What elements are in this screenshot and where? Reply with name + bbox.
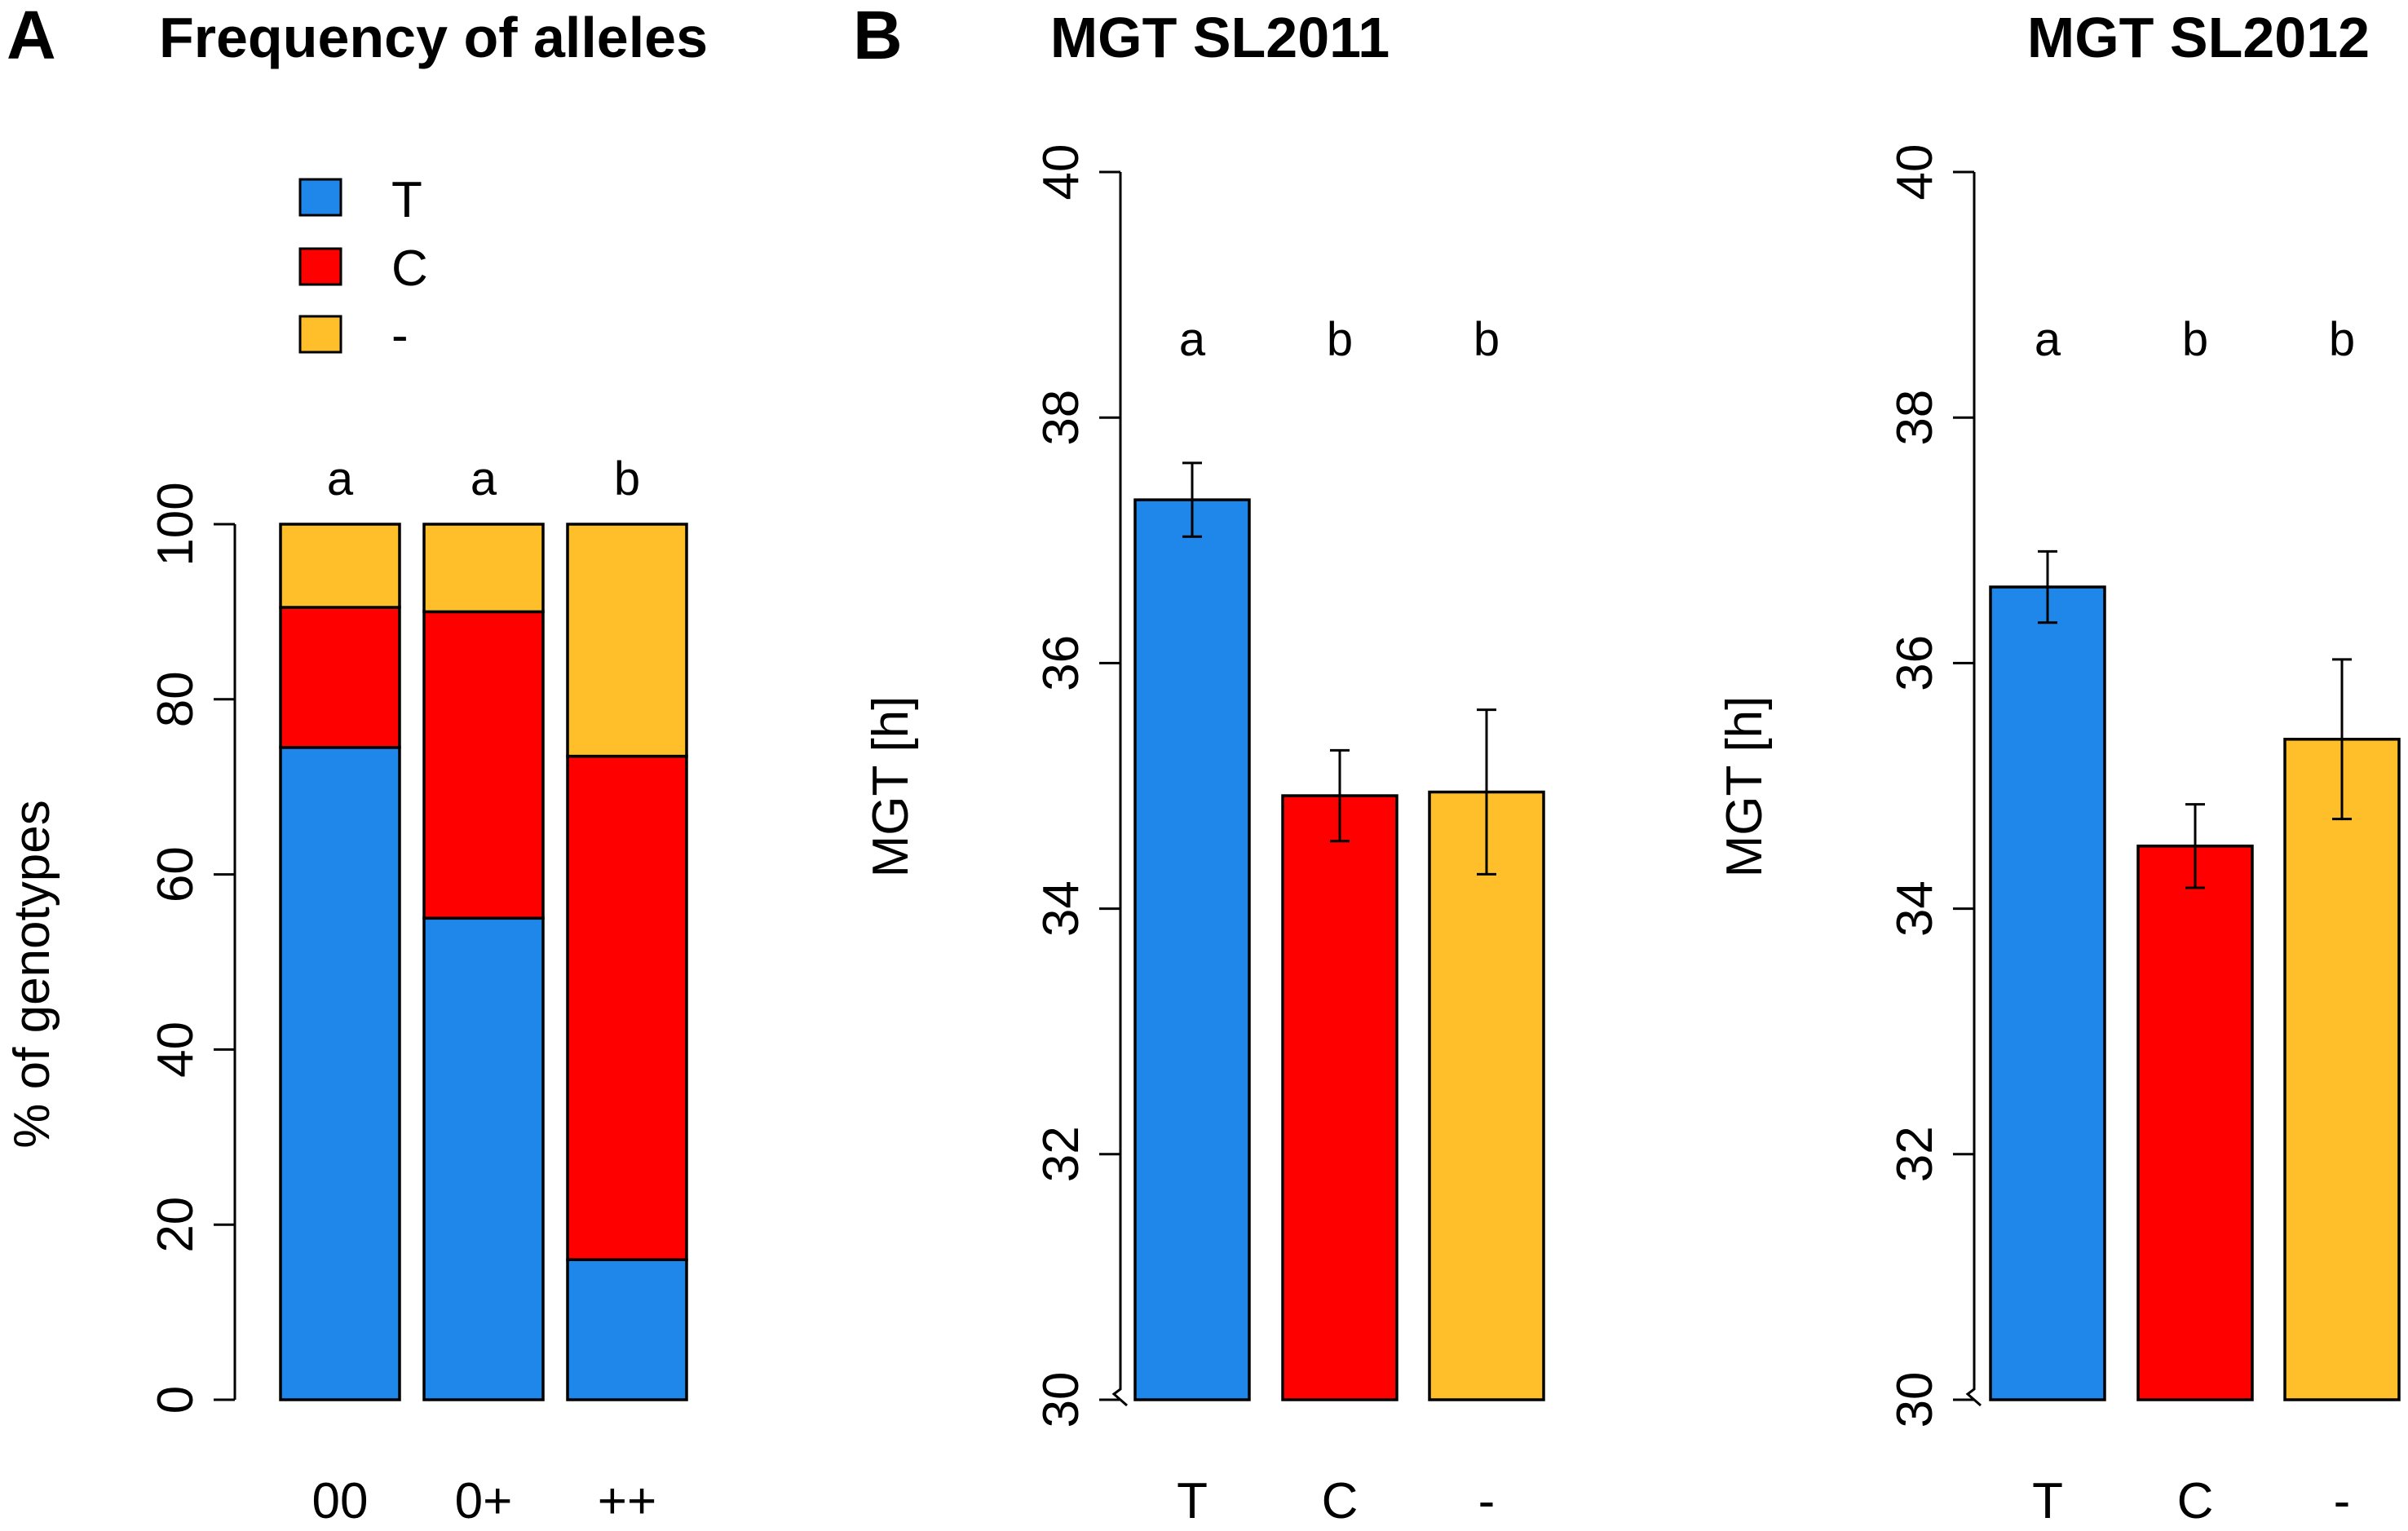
- chart-title-sl2012: MGT SL2012: [2027, 6, 2370, 69]
- y-tick-label: 38: [1887, 390, 1943, 446]
- significance-label: b: [614, 452, 640, 505]
- bar-segment-0+--: [422, 523, 545, 614]
- panel-a: A Frequency of alleles T C - 0 20 40 60 80 10…: [4, 0, 708, 1529]
- x-tick-label: C: [2177, 1473, 2214, 1529]
- x-tick-label: 00: [312, 1473, 369, 1529]
- significance-label: b: [1327, 313, 1353, 366]
- legend-swatch-c: [298, 247, 342, 286]
- bars-sl2011: Ta Cb - b: [1133, 313, 1545, 1529]
- y-tick-label: 80: [148, 671, 204, 727]
- bar-C: [1281, 794, 1398, 1401]
- panel-label-b: B: [853, 0, 903, 73]
- significance-label: a: [2035, 313, 2061, 366]
- y-tick-label: 34: [1033, 880, 1089, 937]
- bar-segment-++-C: [566, 754, 688, 1261]
- x-tick-label: T: [1177, 1473, 1208, 1529]
- chart-title-sl2011: MGT SL2011: [1050, 6, 1390, 69]
- bar-segment-00-C: [279, 606, 401, 749]
- x-tick-label: 0+: [455, 1473, 513, 1529]
- y-tick-label: 36: [1033, 635, 1089, 691]
- x-tick-label: C: [1322, 1473, 1359, 1529]
- x-tick-label: -: [2334, 1473, 2351, 1529]
- y-tick-label: 32: [1887, 1126, 1943, 1182]
- y-tick-label: 20: [148, 1197, 204, 1253]
- bar-C: [2136, 845, 2254, 1401]
- chart-title-freq: Frequency of alleles: [159, 6, 708, 69]
- y-tick-label: 40: [148, 1021, 204, 1078]
- y-axis-label-sl2012: MGT [h]: [1717, 696, 1773, 878]
- panel-b-sl2012: MGT SL2012 30 32 34 36 38 40 MGT [h] Ta Cb - b: [1717, 6, 2401, 1529]
- bar-segment-0+-C: [422, 610, 545, 920]
- legend: T C -: [298, 172, 428, 364]
- y-ticks-sl2012: 30 32 34 36 38 40: [1887, 144, 1974, 1428]
- y-tick-label: 60: [148, 846, 204, 902]
- significance-label: a: [327, 452, 354, 505]
- bar-dash: [1428, 790, 1545, 1401]
- legend-label-dash: -: [391, 307, 409, 364]
- bar-segment-++--: [566, 523, 688, 758]
- bars-freq: 00 a 0+ a ++ b: [279, 452, 688, 1529]
- y-axis-sl2012: [1965, 172, 1982, 1407]
- legend-label-c: C: [391, 240, 428, 297]
- y-ticks-freq: 0 20 40 60 80 100: [148, 482, 235, 1414]
- y-tick-label: 100: [148, 482, 204, 566]
- y-tick-label: 38: [1033, 390, 1089, 446]
- y-tick-label: 32: [1033, 1126, 1089, 1182]
- significance-label: b: [1474, 313, 1500, 366]
- y-tick-label: 34: [1887, 880, 1943, 937]
- significance-label: b: [2182, 313, 2208, 366]
- significance-label: b: [2329, 313, 2355, 366]
- legend-label-t: T: [391, 172, 422, 228]
- y-tick-label: 30: [1887, 1372, 1943, 1428]
- bar-segment-00-T: [279, 746, 401, 1401]
- y-axis-sl2011: [1111, 172, 1128, 1407]
- bar-T: [1133, 498, 1251, 1401]
- bar-segment-00--: [279, 523, 401, 609]
- y-tick-label: 30: [1033, 1372, 1089, 1428]
- bar-dash: [2283, 738, 2401, 1401]
- y-tick-label: 36: [1887, 635, 1943, 691]
- bars-sl2012: Ta Cb - b: [1989, 313, 2401, 1529]
- bar-segment-++-T: [566, 1258, 688, 1401]
- bar-segment-0+-T: [422, 916, 545, 1401]
- y-ticks-sl2011: 30 32 34 36 38 40: [1033, 144, 1120, 1428]
- bar-T: [1989, 585, 2106, 1401]
- y-tick-label: 40: [1033, 144, 1089, 201]
- significance-label: a: [1179, 313, 1206, 366]
- y-tick-label: 40: [1887, 144, 1943, 201]
- x-tick-label: T: [2032, 1473, 2063, 1529]
- x-tick-label: -: [1478, 1473, 1496, 1529]
- legend-swatch-t: [298, 178, 342, 217]
- significance-label: a: [471, 452, 497, 505]
- y-tick-label: 0: [148, 1386, 204, 1414]
- y-axis-label-freq: % of genotypes: [4, 800, 60, 1148]
- x-tick-label: ++: [598, 1473, 656, 1529]
- panel-label-a: A: [7, 0, 56, 73]
- legend-swatch-dash: [298, 315, 342, 354]
- panel-b-sl2011: B MGT SL2011 30 32 34 36 38 40 MGT [h] Ta Cb - b: [853, 0, 1545, 1529]
- y-axis-label-sl2011: MGT [h]: [863, 696, 919, 878]
